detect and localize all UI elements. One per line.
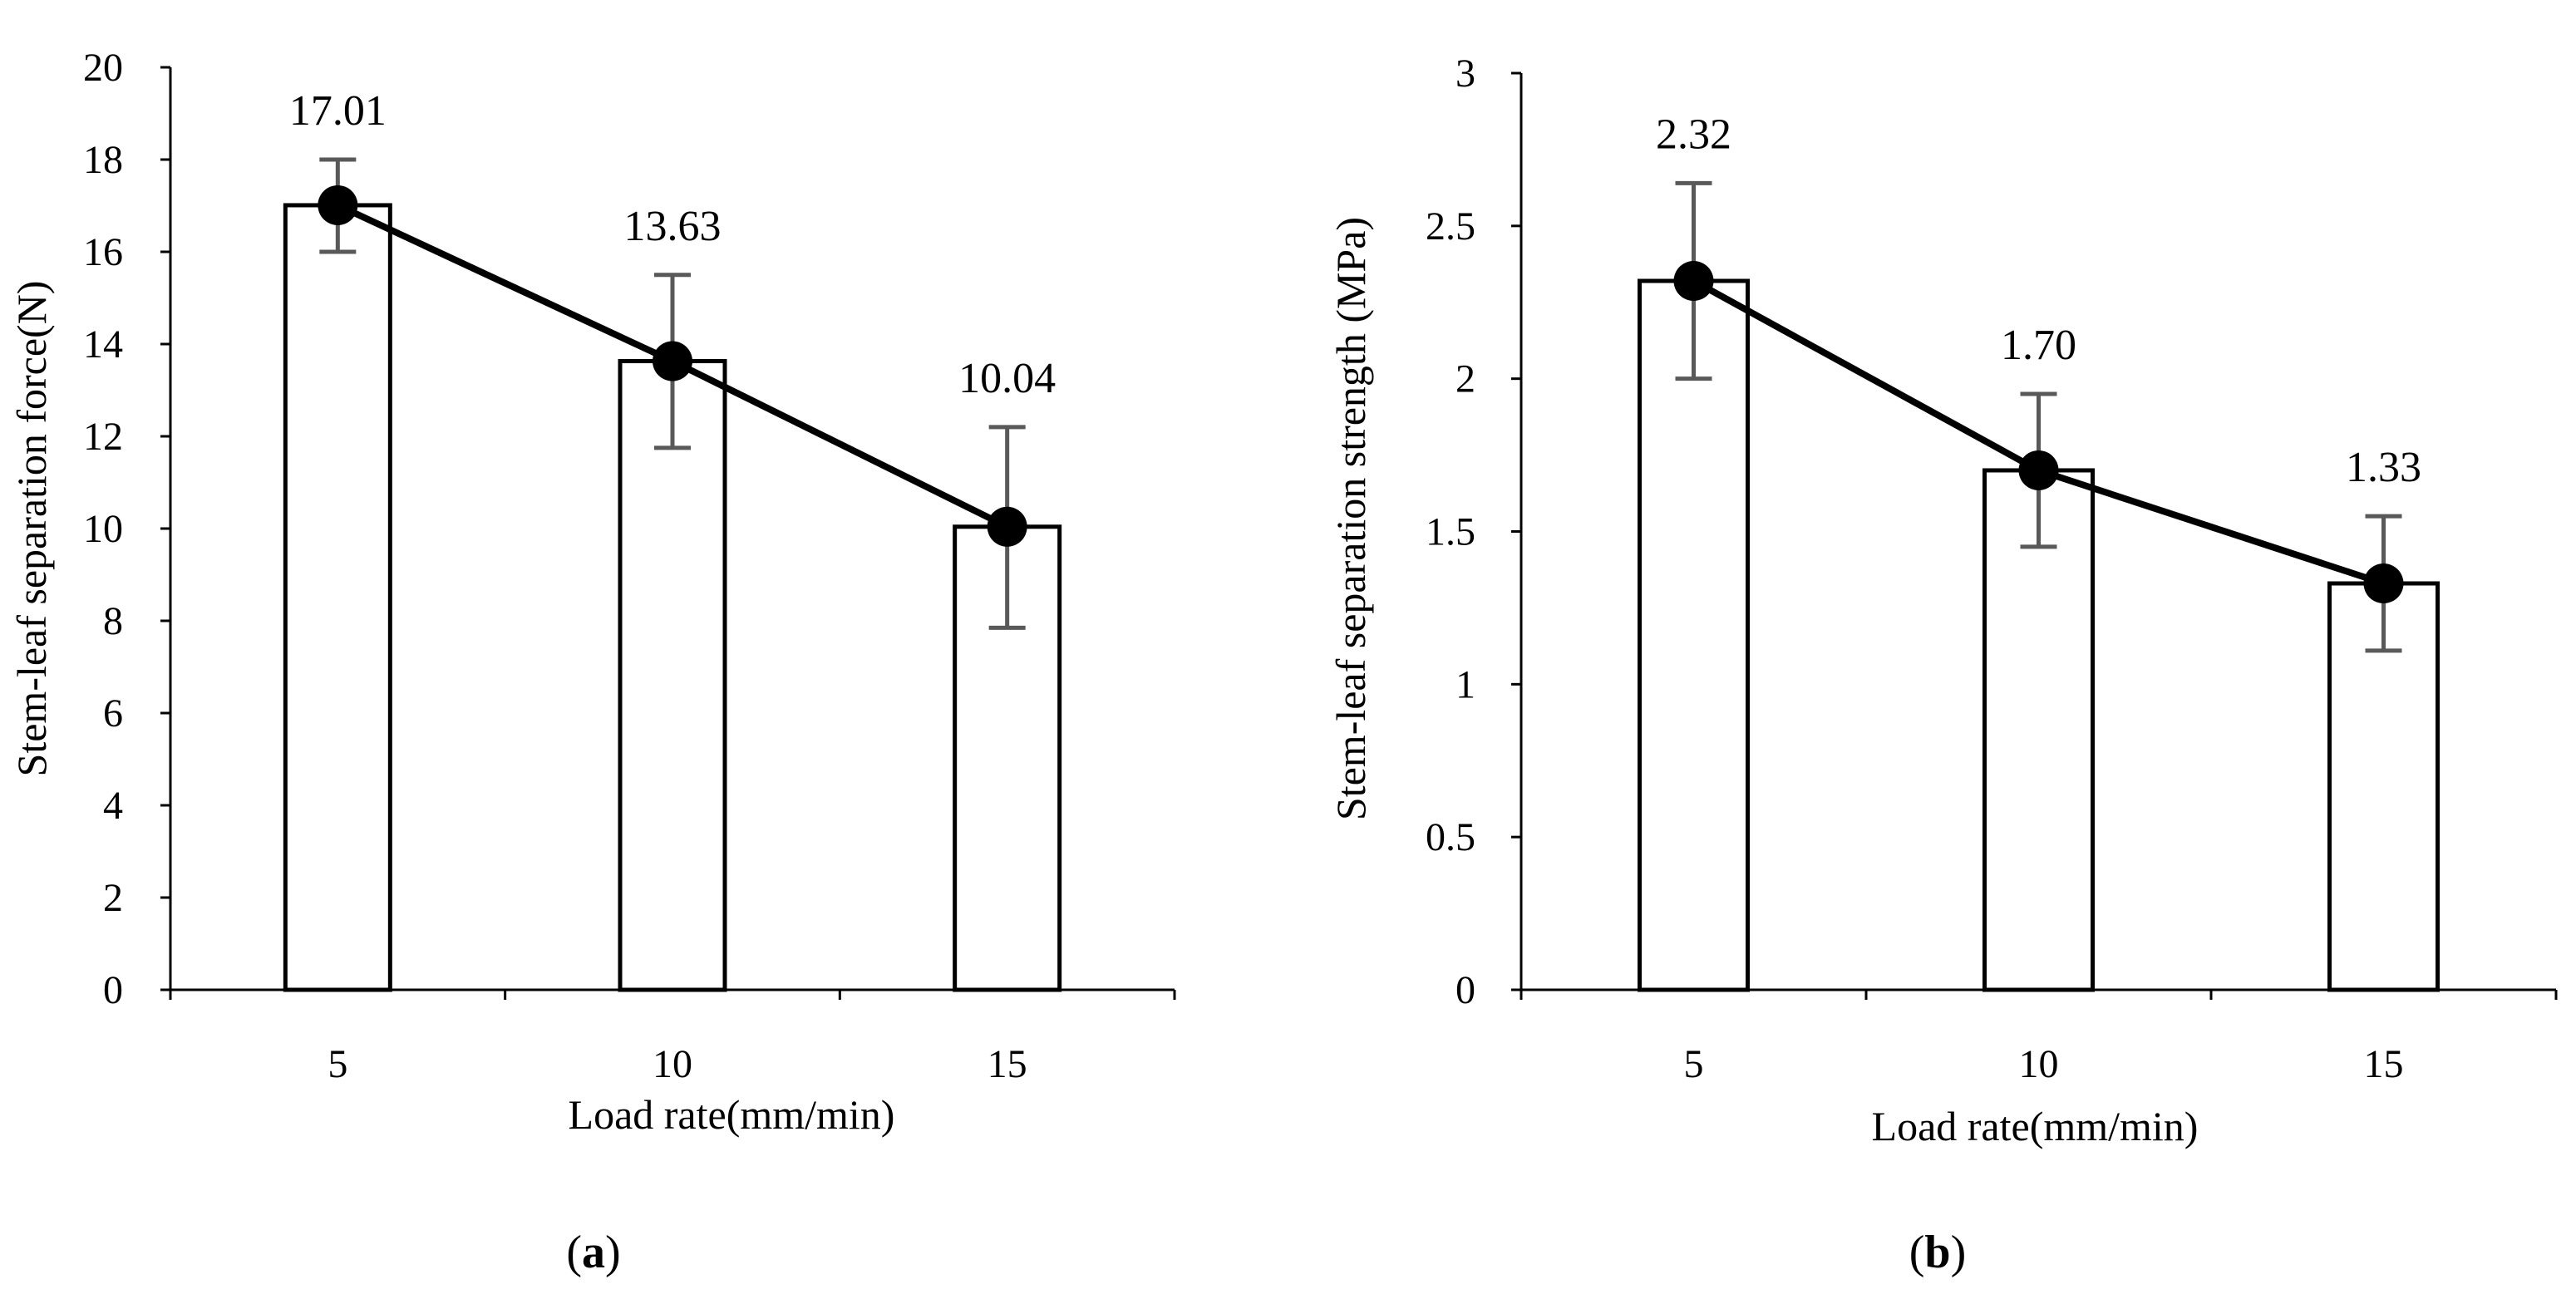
y-tick-label: 10 — [83, 507, 123, 551]
data-label: 13.63 — [624, 203, 722, 250]
data-point — [2363, 563, 2404, 604]
y-tick-label: 18 — [83, 138, 123, 182]
data-point — [318, 184, 358, 225]
x-tick-label: 15 — [988, 1042, 1027, 1086]
y-tick-label: 12 — [83, 415, 123, 459]
y-tick-label: 6 — [103, 691, 123, 736]
x-axis-title: Load rate(mm/min) — [1872, 1103, 2199, 1149]
x-tick-label: 10 — [653, 1042, 692, 1086]
y-axis-title: Stem-leaf separation strength (MPa) — [1327, 217, 1374, 820]
bar — [1982, 468, 2095, 992]
data-point — [1673, 261, 1714, 302]
data-point — [2018, 450, 2059, 490]
y-tick-label: 2.5 — [1426, 204, 1475, 248]
data-label: 1.70 — [2001, 322, 2076, 369]
bar — [1638, 278, 1750, 992]
panel-label: (a) — [566, 1227, 620, 1278]
panel-label: (b) — [1909, 1227, 1966, 1278]
chart-panel-a: 0 2 4 6 8 10 12 14 16 18 20 17.01 13.63 10.04 5 10 15 Loa… — [8, 46, 1176, 1278]
data-point — [653, 341, 692, 381]
y-tick-label: 0 — [103, 968, 123, 1012]
x-tick-label: 15 — [2364, 1042, 2404, 1086]
chart-panel-b: 0 0.5 1 1.5 2 2.5 3 2.32 1.70 1.33 5 10 15 Load rate(… — [1327, 52, 2558, 1278]
bar — [283, 203, 392, 992]
data-label: 2.32 — [1656, 111, 1731, 158]
bar — [618, 359, 727, 992]
y-tick-label: 0.5 — [1426, 815, 1475, 859]
y-tick-label: 1 — [1455, 662, 1475, 706]
y-tick-label: 2 — [103, 876, 123, 920]
y-tick-label: 2 — [1455, 357, 1475, 401]
data-label: 17.01 — [289, 87, 387, 135]
y-tick-label: 16 — [83, 230, 123, 274]
y-tick-label: 14 — [83, 322, 123, 367]
x-tick-label: 5 — [328, 1042, 347, 1086]
data-point — [987, 506, 1027, 547]
y-tick-label: 4 — [103, 784, 123, 828]
y-tick-label: 8 — [103, 599, 123, 643]
x-tick-label: 5 — [1684, 1042, 1704, 1086]
x-tick-label: 10 — [2019, 1042, 2059, 1086]
y-axis-title: Stem-leaf separation force(N) — [8, 281, 55, 777]
y-tick-label: 0 — [1455, 968, 1475, 1012]
y-tick-label: 3 — [1455, 52, 1475, 96]
x-axis-title: Load rate(mm/min) — [569, 1091, 895, 1138]
y-tick-label: 20 — [83, 46, 123, 90]
y-tick-label: 1.5 — [1426, 510, 1475, 554]
data-label: 10.04 — [958, 355, 1056, 402]
data-label: 1.33 — [2346, 444, 2421, 491]
